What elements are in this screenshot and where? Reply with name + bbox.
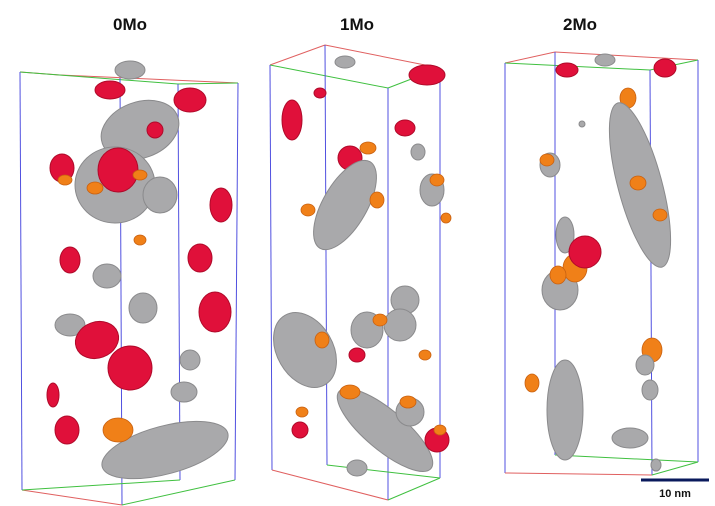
figure: 0Mo 1Mo 2Mo	[0, 0, 715, 506]
panel-label: 1Mo	[340, 15, 374, 34]
particles-2mo	[525, 54, 683, 471]
scale-bar-label: 10 nm	[659, 488, 691, 500]
particles-1mo	[261, 56, 451, 484]
particles-0mo	[47, 61, 234, 490]
scale-bar: 10 nm	[641, 480, 709, 500]
panel-label: 2Mo	[563, 15, 597, 34]
reconstruction-2mo	[505, 52, 698, 475]
panel-label: 0Mo	[113, 15, 147, 34]
